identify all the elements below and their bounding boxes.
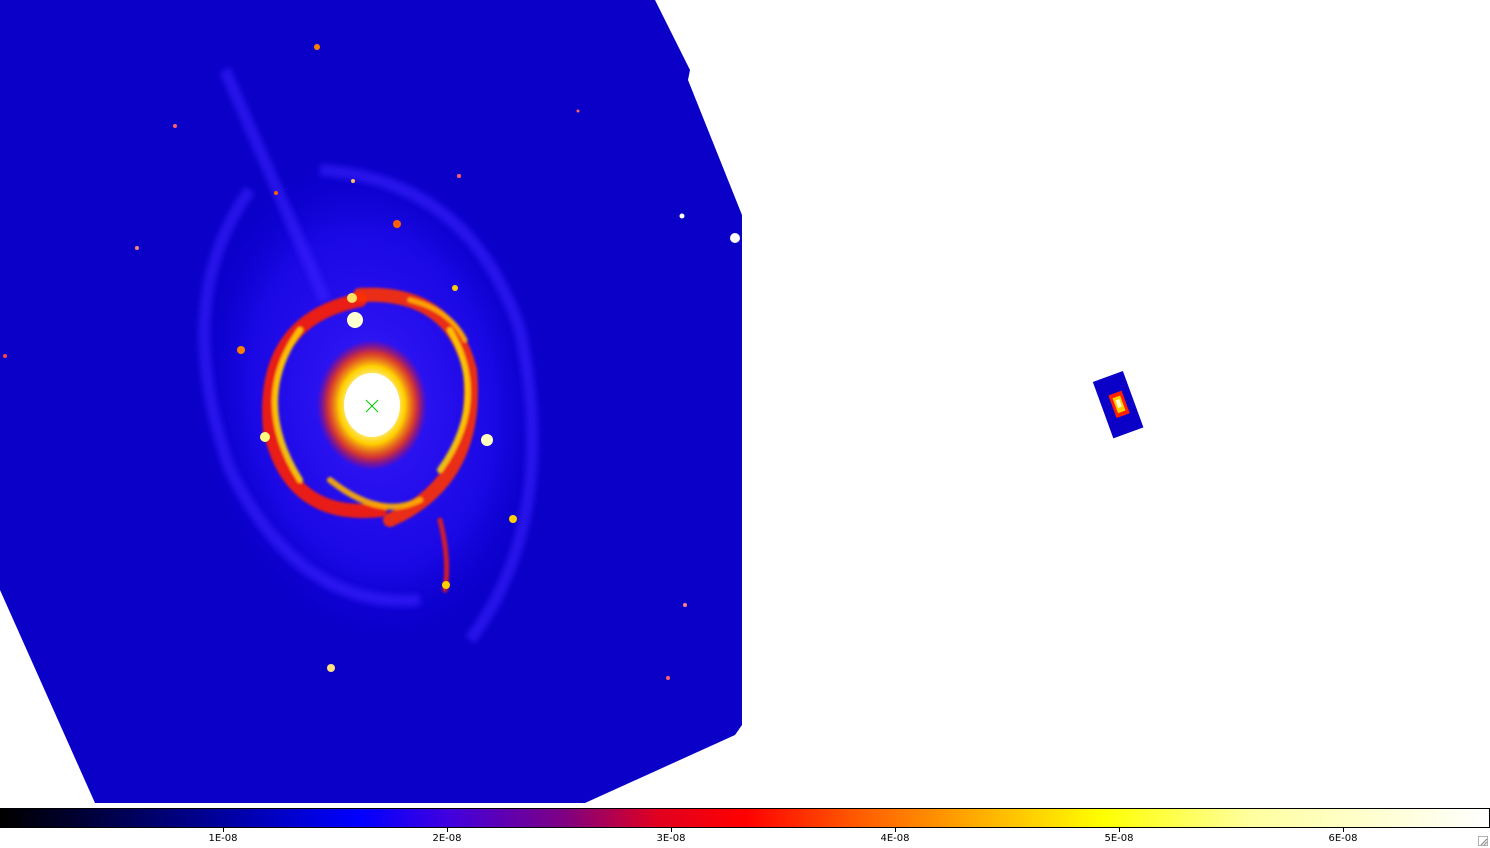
colorbar-tick-label: 1E-08 xyxy=(208,833,238,844)
colorbar-tick xyxy=(1343,827,1344,832)
colorbar-tick xyxy=(223,827,224,832)
field-stars xyxy=(3,44,740,680)
colorbar-tick-label: 4E-08 xyxy=(880,833,910,844)
colorbar-tick-label: 2E-08 xyxy=(432,833,462,844)
colorbar-tick xyxy=(1119,827,1120,832)
colorbar-tick-label: 5E-08 xyxy=(1104,833,1134,844)
star-knots xyxy=(237,220,517,672)
outer-spiral-arms xyxy=(198,67,539,644)
colorbar-tick-label: 3E-08 xyxy=(656,833,686,844)
galaxy-image[interactable] xyxy=(0,0,745,805)
image-display-area[interactable] xyxy=(0,0,1490,805)
inner-spiral-arms xyxy=(262,287,478,593)
thumbnail-image-tile[interactable] xyxy=(1090,368,1150,440)
colorbar[interactable]: 1E-08 2E-08 3E-08 4E-08 5E-08 6E-08 xyxy=(0,806,1490,848)
colorbar-tick xyxy=(895,827,896,832)
colorbar-tick xyxy=(671,827,672,832)
galaxy-nucleus xyxy=(344,373,400,437)
colorbar-tick xyxy=(447,827,448,832)
resize-grip-icon[interactable] xyxy=(1478,836,1488,846)
colorbar-tick-label: 6E-08 xyxy=(1328,833,1358,844)
colorbar-ramp[interactable] xyxy=(0,808,1490,828)
cross-marker-icon[interactable] xyxy=(365,399,379,413)
